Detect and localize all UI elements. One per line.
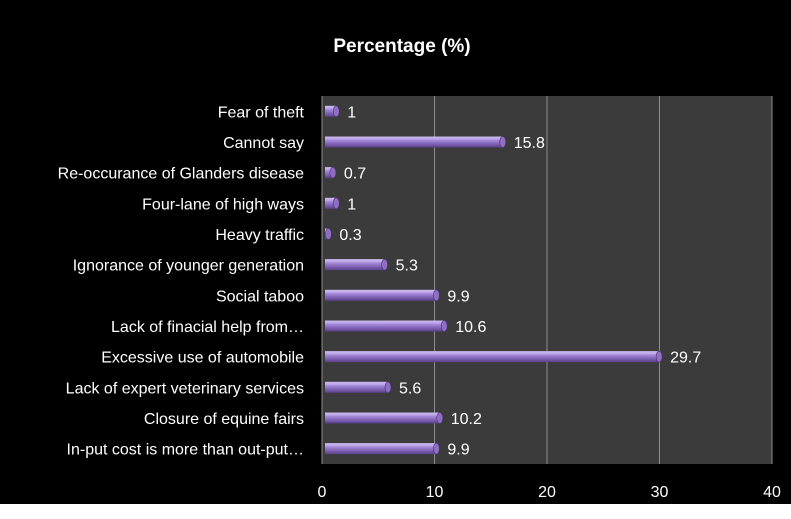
- bar-body: [325, 136, 503, 148]
- data-label: 15.8: [514, 135, 545, 152]
- x-tick-label: 30: [651, 484, 669, 501]
- x-tick-label: 10: [426, 484, 444, 501]
- bars: [325, 105, 663, 455]
- bar: [325, 442, 440, 455]
- data-labels: 1 15.8 0.7 1 0.3 5.3 9.9 10.6 29.7 5.6 10.2 9.9: [339, 104, 701, 458]
- bar-end-cap: [436, 412, 444, 424]
- bar: [325, 412, 444, 424]
- bar-highlight: [325, 259, 385, 263]
- x-tick-label: 40: [763, 484, 781, 501]
- bar: [325, 197, 340, 210]
- category-label: Excessive use of automobile: [101, 350, 304, 367]
- data-label: 1: [347, 196, 356, 213]
- bar-body: [325, 197, 337, 209]
- bar: [325, 381, 392, 394]
- bar-highlight: [325, 197, 337, 201]
- bar-end-cap: [381, 258, 388, 271]
- category-label: Lack of finacial help from…: [111, 319, 304, 336]
- bar-highlight: [325, 443, 437, 447]
- bar-end-cap: [332, 197, 340, 210]
- bar-end-cap: [499, 136, 507, 148]
- x-axis-ticks: 0 10 20 30 40: [318, 484, 781, 501]
- data-label: 5.3: [396, 258, 418, 275]
- data-label: 9.9: [447, 442, 469, 459]
- category-labels: Fear of theft Cannot say Re-occurance of G…: [58, 104, 305, 458]
- bar-body: [325, 320, 445, 332]
- bar-body: [325, 412, 440, 424]
- category-label: Heavy traffic: [215, 227, 304, 244]
- bar-end-cap: [384, 381, 392, 394]
- bar-highlight: [325, 320, 445, 324]
- bar-end-cap: [440, 320, 448, 332]
- category-label: Ignorance of younger generation: [73, 258, 304, 275]
- category-label: Re-occurance of Glanders disease: [58, 166, 304, 183]
- data-label: 5.6: [399, 380, 421, 397]
- bar-end-cap: [655, 350, 663, 363]
- bar: [325, 228, 332, 240]
- data-label: 0.3: [339, 227, 361, 244]
- data-label: 9.9: [447, 288, 469, 305]
- x-tick-label: 0: [318, 484, 327, 501]
- bar: [325, 166, 337, 179]
- bar-body: [325, 167, 333, 179]
- bar: [325, 289, 440, 302]
- bar: [325, 105, 340, 118]
- category-label: Fear of theft: [218, 104, 305, 121]
- category-label: Closure of equine fairs: [144, 411, 304, 428]
- bar-end-cap: [329, 166, 337, 179]
- bar: [325, 258, 388, 271]
- bar-body: [325, 351, 660, 363]
- data-label: 10.2: [451, 411, 482, 428]
- category-label: Social taboo: [216, 288, 304, 305]
- bar-body: [325, 289, 437, 301]
- bar: [325, 320, 448, 332]
- gridlines: [321, 96, 773, 464]
- bar-end-cap: [332, 105, 340, 118]
- data-label: 1: [347, 104, 356, 121]
- bar-highlight: [325, 381, 388, 385]
- bar-body: [325, 381, 388, 393]
- data-label: 0.7: [344, 166, 366, 183]
- data-label: 10.6: [455, 319, 486, 336]
- category-label: Cannot say: [223, 135, 304, 152]
- category-label: In-put cost is more than out-put…: [67, 442, 304, 459]
- bar-end-cap: [433, 289, 440, 302]
- bar-highlight: [325, 351, 660, 355]
- bar-body: [325, 443, 437, 455]
- bar-highlight: [325, 136, 503, 140]
- bar: [325, 350, 663, 363]
- bar-body: [325, 259, 385, 271]
- bar-highlight: [325, 105, 337, 109]
- bar: [325, 136, 507, 148]
- bar-highlight: [325, 289, 437, 293]
- bar-end-cap: [433, 442, 440, 455]
- category-label: Lack of expert veterinary services: [66, 380, 304, 397]
- chart-title: Percentage (%): [333, 36, 470, 57]
- bar-highlight: [325, 167, 333, 171]
- category-label: Four-lane of high ways: [142, 196, 304, 213]
- bar-highlight: [325, 412, 440, 416]
- x-tick-label: 20: [538, 484, 556, 501]
- bar-end-cap: [325, 228, 332, 240]
- data-label: 29.7: [670, 350, 701, 367]
- bar-body: [325, 105, 337, 117]
